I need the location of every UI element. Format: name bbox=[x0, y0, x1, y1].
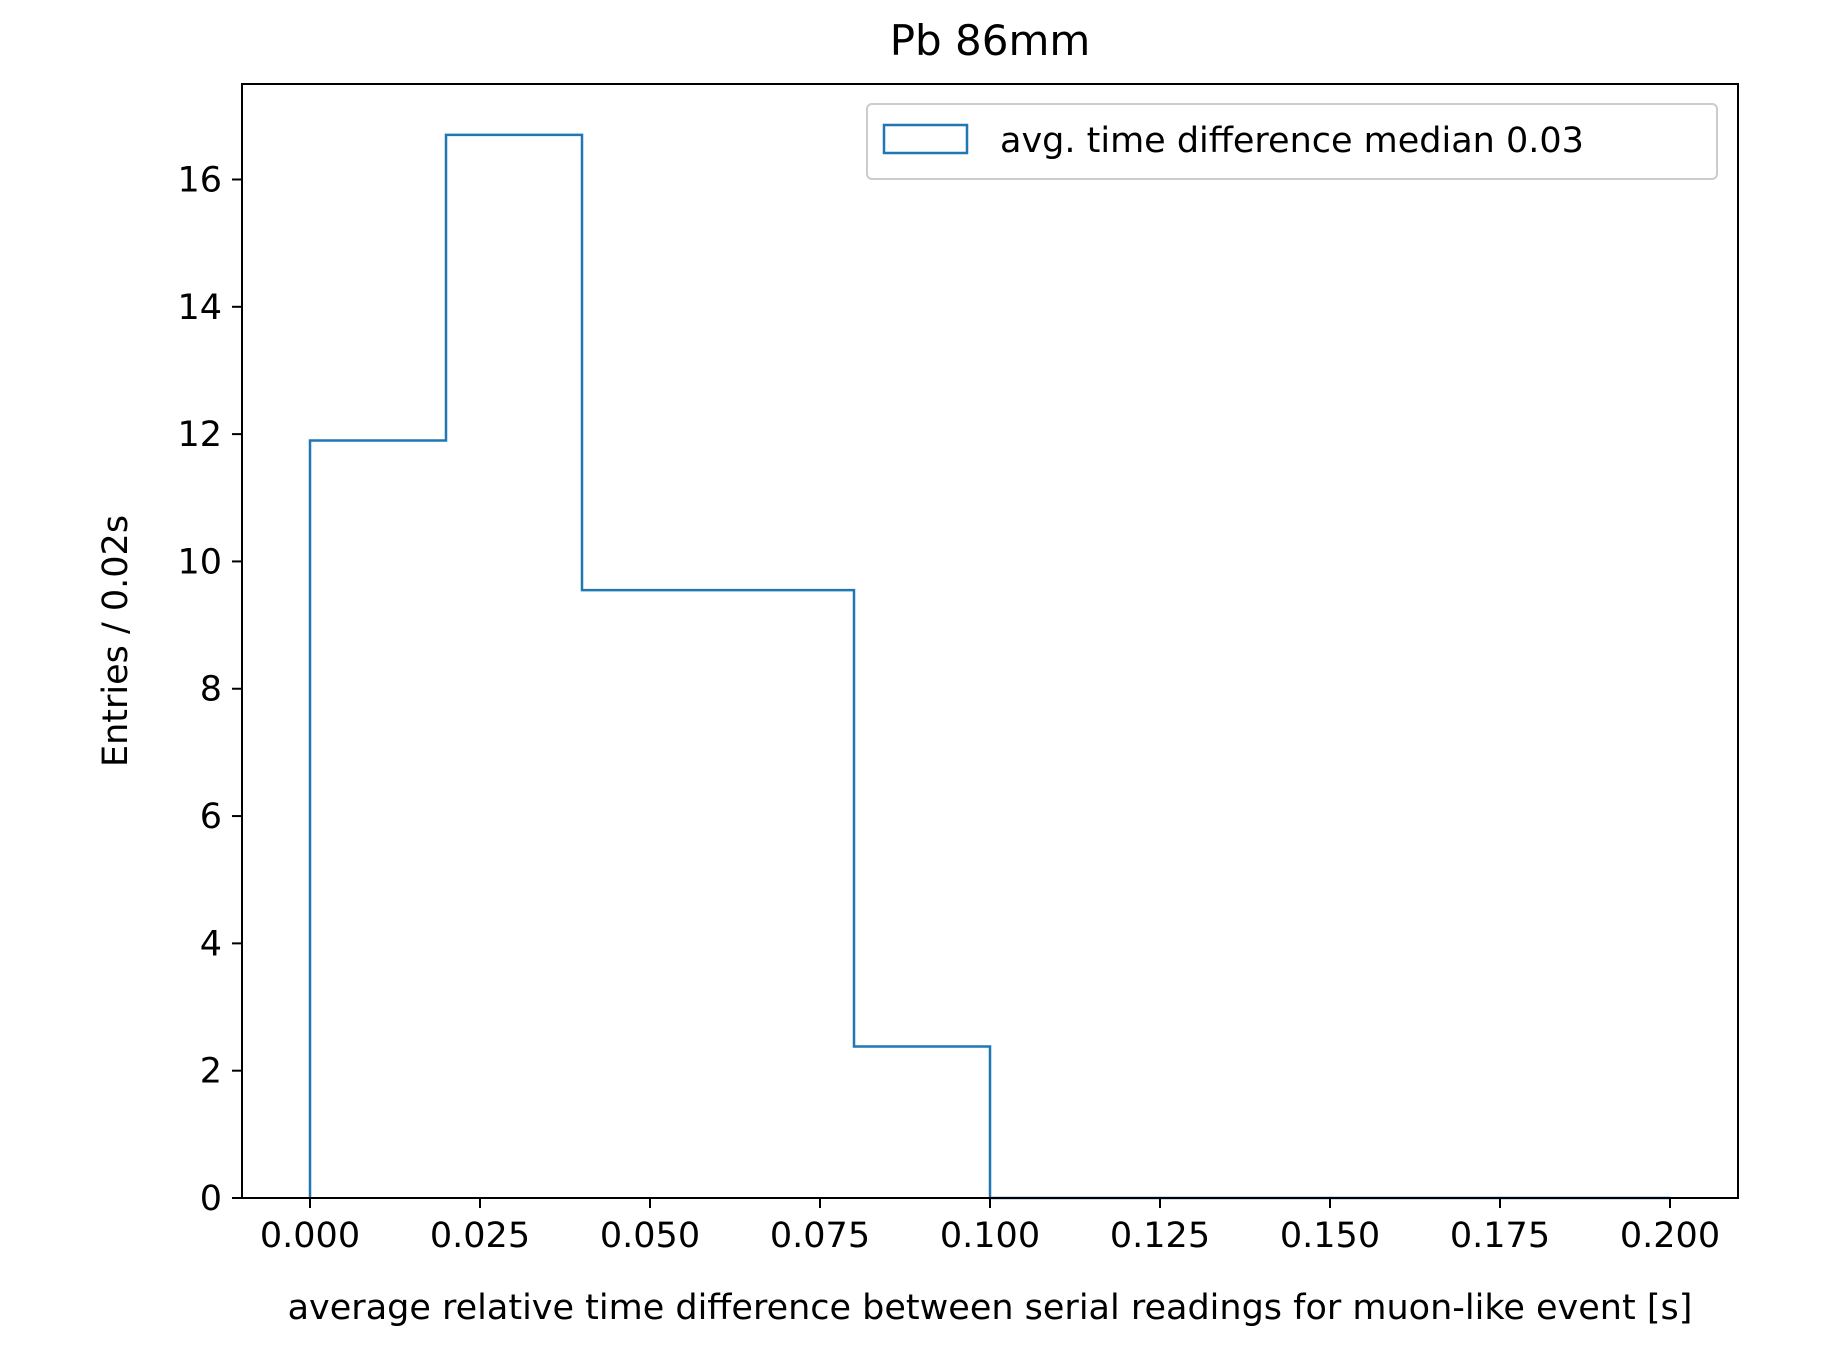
y-tick-label: 16 bbox=[177, 160, 222, 200]
histogram-bin bbox=[718, 590, 854, 1198]
x-tick-label: 0.150 bbox=[1280, 1216, 1380, 1256]
x-tick-label: 0.125 bbox=[1110, 1216, 1210, 1256]
legend-swatch bbox=[882, 123, 969, 155]
x-tick-label: 0.025 bbox=[430, 1216, 530, 1256]
y-tick-label: 2 bbox=[200, 1052, 222, 1092]
x-tick-label: 0.200 bbox=[1620, 1216, 1720, 1256]
x-tick-label: 0.075 bbox=[770, 1216, 870, 1256]
histogram-bin bbox=[446, 135, 582, 1198]
legend-label: avg. time difference median 0.03 bbox=[1000, 121, 1584, 161]
x-tick-label: 0.050 bbox=[600, 1216, 700, 1256]
y-tick-label: 10 bbox=[177, 542, 222, 582]
y-tick-label: 12 bbox=[177, 415, 222, 455]
y-tick-label: 6 bbox=[200, 797, 222, 837]
x-tick-label: 0.000 bbox=[260, 1216, 360, 1256]
x-axis: 0.000 0.025 0.050 0.075 0.100 0.125 0.150 0.175… bbox=[260, 1198, 1720, 1256]
y-tick-label: 14 bbox=[177, 288, 222, 328]
histogram-bin bbox=[582, 590, 718, 1198]
legend: avg. time difference median 0.03 bbox=[866, 103, 1718, 180]
histogram-bin bbox=[854, 1046, 990, 1198]
chart-title: Pb 86mm bbox=[890, 16, 1091, 65]
y-tick-label: 0 bbox=[200, 1179, 222, 1219]
y-axis-label: Entries / 0.02s bbox=[96, 515, 136, 767]
x-tick-label: 0.100 bbox=[940, 1216, 1040, 1256]
x-axis-label: average relative time difference between… bbox=[288, 1288, 1693, 1328]
legend-frame bbox=[866, 103, 1718, 180]
x-tick-label: 0.175 bbox=[1450, 1216, 1550, 1256]
y-tick-label: 8 bbox=[200, 670, 222, 710]
y-tick-label: 4 bbox=[200, 924, 222, 964]
histogram-bin bbox=[310, 440, 446, 1198]
y-axis: 0 2 4 6 8 10 12 14 16 bbox=[177, 160, 242, 1219]
axes-frame bbox=[241, 83, 1739, 1199]
